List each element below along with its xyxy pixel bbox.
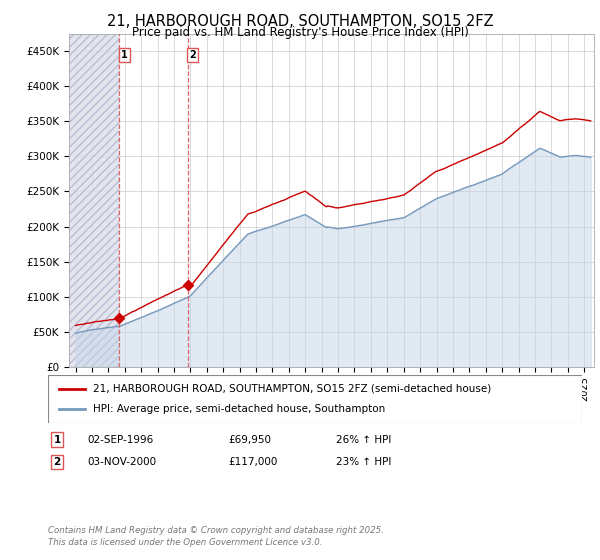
Text: 1: 1 <box>53 435 61 445</box>
Text: £69,950: £69,950 <box>228 435 271 445</box>
Text: HPI: Average price, semi-detached house, Southampton: HPI: Average price, semi-detached house,… <box>94 404 386 414</box>
FancyBboxPatch shape <box>48 375 582 423</box>
Text: 21, HARBOROUGH ROAD, SOUTHAMPTON, SO15 2FZ: 21, HARBOROUGH ROAD, SOUTHAMPTON, SO15 2… <box>107 14 493 29</box>
Text: 2: 2 <box>190 50 196 60</box>
Text: 21, HARBOROUGH ROAD, SOUTHAMPTON, SO15 2FZ (semi-detached house): 21, HARBOROUGH ROAD, SOUTHAMPTON, SO15 2… <box>94 384 491 394</box>
Text: Price paid vs. HM Land Registry's House Price Index (HPI): Price paid vs. HM Land Registry's House … <box>131 26 469 39</box>
Text: 02-SEP-1996: 02-SEP-1996 <box>87 435 153 445</box>
Bar <box>69 34 119 367</box>
Text: Contains HM Land Registry data © Crown copyright and database right 2025.
This d: Contains HM Land Registry data © Crown c… <box>48 526 384 547</box>
Text: 1: 1 <box>121 50 128 60</box>
Text: £117,000: £117,000 <box>228 457 277 467</box>
Text: 26% ↑ HPI: 26% ↑ HPI <box>336 435 391 445</box>
Text: 03-NOV-2000: 03-NOV-2000 <box>87 457 156 467</box>
Text: 23% ↑ HPI: 23% ↑ HPI <box>336 457 391 467</box>
Text: 2: 2 <box>53 457 61 467</box>
